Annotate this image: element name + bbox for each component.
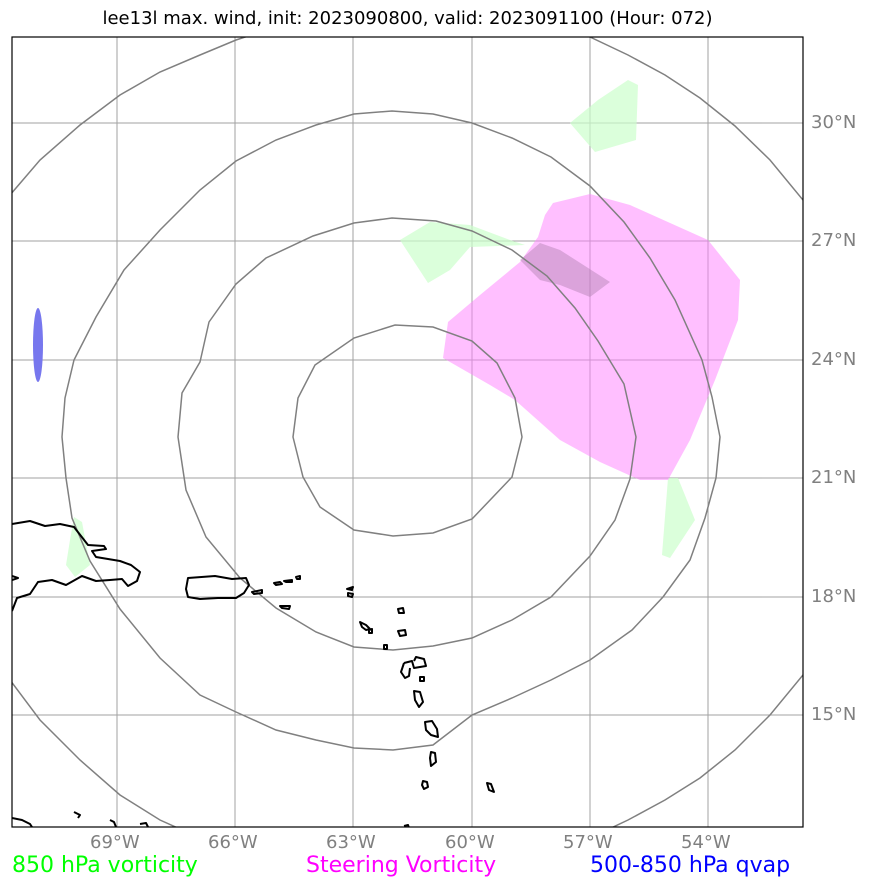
lon-label-69w: 69°W xyxy=(90,832,140,853)
legend-steering-vorticity: Steering Vorticity xyxy=(306,853,497,878)
distance-rings xyxy=(12,37,803,827)
lon-label-54w: 54°W xyxy=(681,832,731,853)
coast-st-kitts xyxy=(359,621,371,631)
coast-fragment-3 xyxy=(139,822,149,827)
coast-st-lucia xyxy=(429,751,437,767)
coast-fragment-west xyxy=(12,575,19,581)
coast-marie-galante xyxy=(419,676,425,682)
lat-label-24n: 24°N xyxy=(811,349,857,370)
coast-barbados xyxy=(486,782,495,793)
ring-4 xyxy=(12,37,803,827)
lat-label-18n: 18°N xyxy=(811,586,857,607)
lat-label-27n: 27°N xyxy=(811,230,857,251)
coast-vieques xyxy=(279,605,291,610)
coast-guadeloupe xyxy=(400,656,427,679)
lat-label-21n: 21°N xyxy=(811,467,857,488)
coast-martinique xyxy=(424,720,439,738)
overlap-shading xyxy=(520,243,610,297)
coast-antigua xyxy=(397,629,407,637)
vorticity-850-shading xyxy=(66,80,695,577)
coast-virgin-islands-1 xyxy=(251,589,263,595)
ring-2 xyxy=(177,217,637,651)
coast-montserrat xyxy=(383,644,388,650)
coast-fragment-2 xyxy=(109,819,117,827)
qvap-patch xyxy=(33,308,43,382)
lon-label-60w: 60°W xyxy=(445,832,495,853)
lat-label-30n: 30°N xyxy=(811,112,857,133)
vort850-patch-n xyxy=(400,222,525,283)
map-title: lee13l max. wind, init: 2023090800, vali… xyxy=(102,8,713,29)
coast-hispaniola xyxy=(12,520,141,612)
vort850-patch-w xyxy=(66,517,90,577)
lon-label-66w: 66°W xyxy=(208,832,258,853)
coast-grenada xyxy=(403,824,410,827)
legend-850-vorticity: 850 hPa vorticity xyxy=(12,853,198,878)
vort850-patch-ne xyxy=(570,80,638,152)
ring-1 xyxy=(292,324,523,537)
coast-virgin-islands-2 xyxy=(273,581,283,586)
coastlines xyxy=(12,520,495,827)
coast-fragment-1 xyxy=(73,811,81,819)
lon-label-57w: 57°W xyxy=(563,832,613,853)
coast-anguilla xyxy=(346,586,354,591)
coast-virgin-islands-4 xyxy=(295,575,301,580)
steering-vorticity-shading xyxy=(443,194,740,480)
coast-dominica xyxy=(413,690,424,708)
vort850-patch-e xyxy=(662,478,695,558)
coast-virgin-islands-3 xyxy=(283,579,293,583)
lon-label-63w: 63°W xyxy=(326,832,376,853)
lat-label-15n: 15°N xyxy=(811,704,857,725)
plot-frame xyxy=(11,36,804,828)
coast-barbuda xyxy=(397,607,405,614)
legend-qvap: 500-850 hPa qvap xyxy=(590,853,791,878)
coast-puerto-rico xyxy=(185,575,250,600)
steering-vort-patch xyxy=(443,194,740,480)
coast-st-vincent xyxy=(421,780,429,790)
coast-nevis xyxy=(368,628,373,634)
ring-3 xyxy=(61,110,721,751)
coast-fragment-4 xyxy=(12,817,33,827)
coast-st-martin xyxy=(347,592,354,598)
